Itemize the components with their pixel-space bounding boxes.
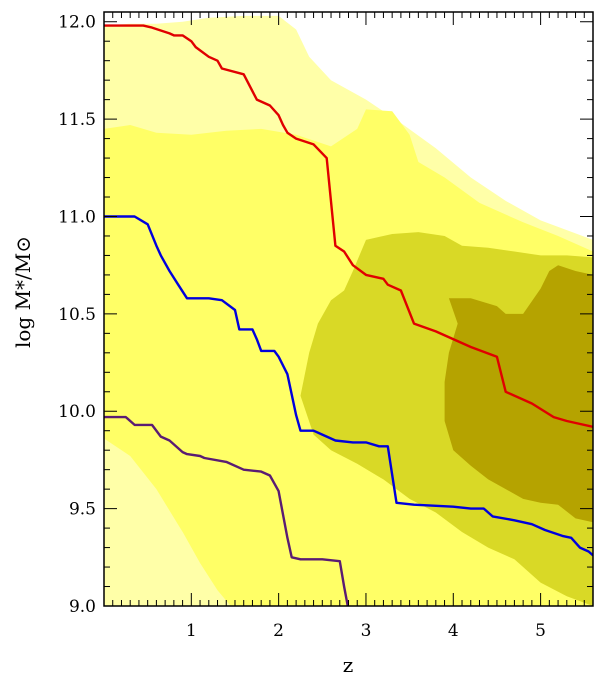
x-tick-label: 2 [273,621,284,641]
axis-ticks [104,12,594,607]
y-tick-label: 11.5 [58,110,96,130]
y-tick-label: 9.5 [69,500,96,520]
density-region-5 [444,265,593,523]
x-tick-label: 3 [361,621,372,641]
mass-limit-lines [104,24,593,606]
x-tick-label: 4 [448,621,459,641]
series-line-3 [104,415,349,606]
y-tick-label: 9.0 [69,597,96,617]
series-line-2 [104,215,593,557]
y-axis-title: log M*/M⊙ [11,236,35,348]
y-tick-label: 10.5 [58,305,96,325]
x-tick-label: 5 [535,621,546,641]
y-tick-label: 11.0 [58,208,96,228]
series-line-1 [104,24,593,428]
y-tick-label: 10.0 [58,402,96,422]
density-regions [104,15,593,606]
x-tick-label: 1 [186,621,197,641]
y-tick-label: 12.0 [58,13,96,33]
x-axis-title: z [343,653,354,677]
density-region-3 [104,438,231,606]
